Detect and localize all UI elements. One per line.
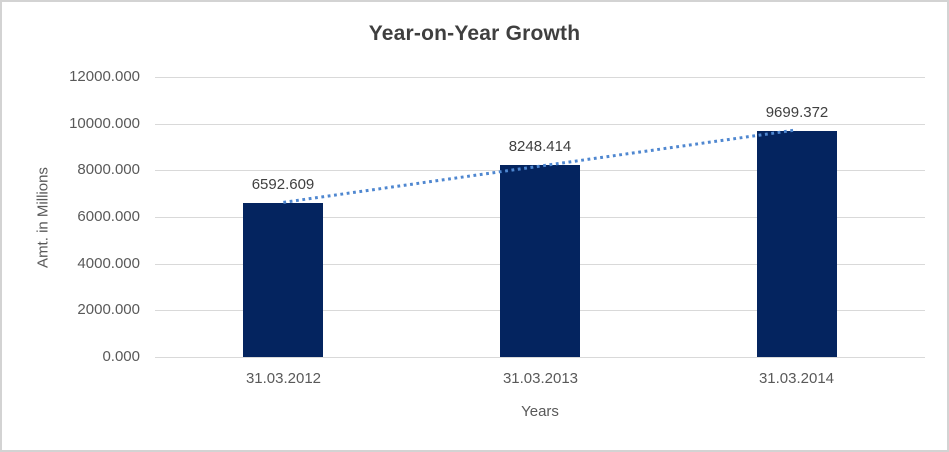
bar-31.03.2012 [243,203,323,357]
gridline [155,357,925,358]
data-label: 9699.372 [765,104,829,121]
y-tick-label: 2000.000 [77,301,140,318]
x-tick-label: 31.03.2013 [502,370,579,387]
x-tick-label: 31.03.2014 [758,370,835,387]
bar-31.03.2013 [500,165,580,357]
x-axis-title: Years [521,403,559,420]
bar-31.03.2014 [757,131,837,357]
y-tick-label: 8000.000 [77,161,140,178]
data-label: 6592.609 [251,176,315,193]
y-tick-label: 0.000 [102,348,140,365]
y-tick-label: 4000.000 [77,255,140,272]
data-label: 8248.414 [508,138,572,155]
gridline [155,124,925,125]
gridline [155,77,925,78]
y-tick-label: 10000.000 [69,115,140,132]
y-tick-label: 6000.000 [77,208,140,225]
chart-title: Year-on-Year Growth [368,22,581,45]
y-tick-label: 12000.000 [69,68,140,85]
plot-area [155,77,925,358]
x-tick-label: 31.03.2012 [245,370,322,387]
